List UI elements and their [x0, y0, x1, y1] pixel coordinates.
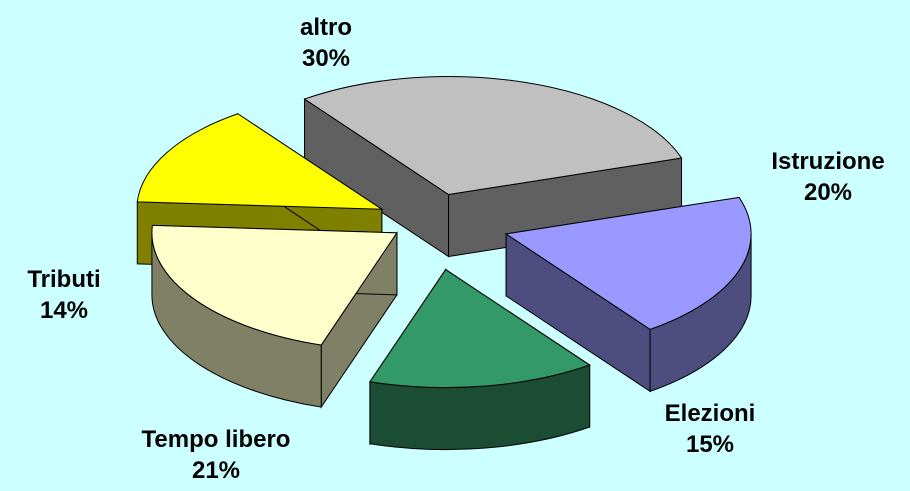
slice-label-tributi: Tributi 14%	[27, 264, 100, 326]
pie-slice-istruzione	[504, 196, 752, 393]
slice-label-percent: 30%	[301, 45, 351, 72]
pie-slice-elezioni	[369, 267, 591, 451]
slice-label-istruzione: Istruzione 20%	[771, 146, 884, 208]
slice-top-elezioni	[369, 268, 591, 389]
pie-slice-altro	[303, 76, 683, 258]
slice-label-name: Elezioni	[664, 400, 756, 427]
slice-label-percent: 15%	[685, 431, 735, 458]
slice-top-altro	[303, 76, 683, 196]
slice-top-istruzione	[504, 196, 752, 330]
slice-label-altro: altro 30%	[300, 12, 352, 74]
slice-label-percent: 21%	[191, 457, 241, 484]
pie-slice-tempo-libero	[151, 224, 398, 409]
slice-top-tempo-libero	[151, 224, 398, 346]
slice-label-percent: 20%	[803, 179, 853, 206]
slice-label-elezioni: Elezioni 15%	[665, 398, 756, 460]
slice-label-name: Tempo libero	[141, 426, 291, 453]
slice-top-tributi	[136, 113, 384, 210]
slice-label-percent: 14%	[39, 297, 89, 324]
slice-label-name: Tributi	[27, 266, 101, 293]
slice-label-name: Istruzione	[771, 148, 885, 175]
slice-label-name: altro	[299, 14, 353, 41]
slice-label-tempo-libero: Tempo libero 21%	[142, 424, 291, 486]
